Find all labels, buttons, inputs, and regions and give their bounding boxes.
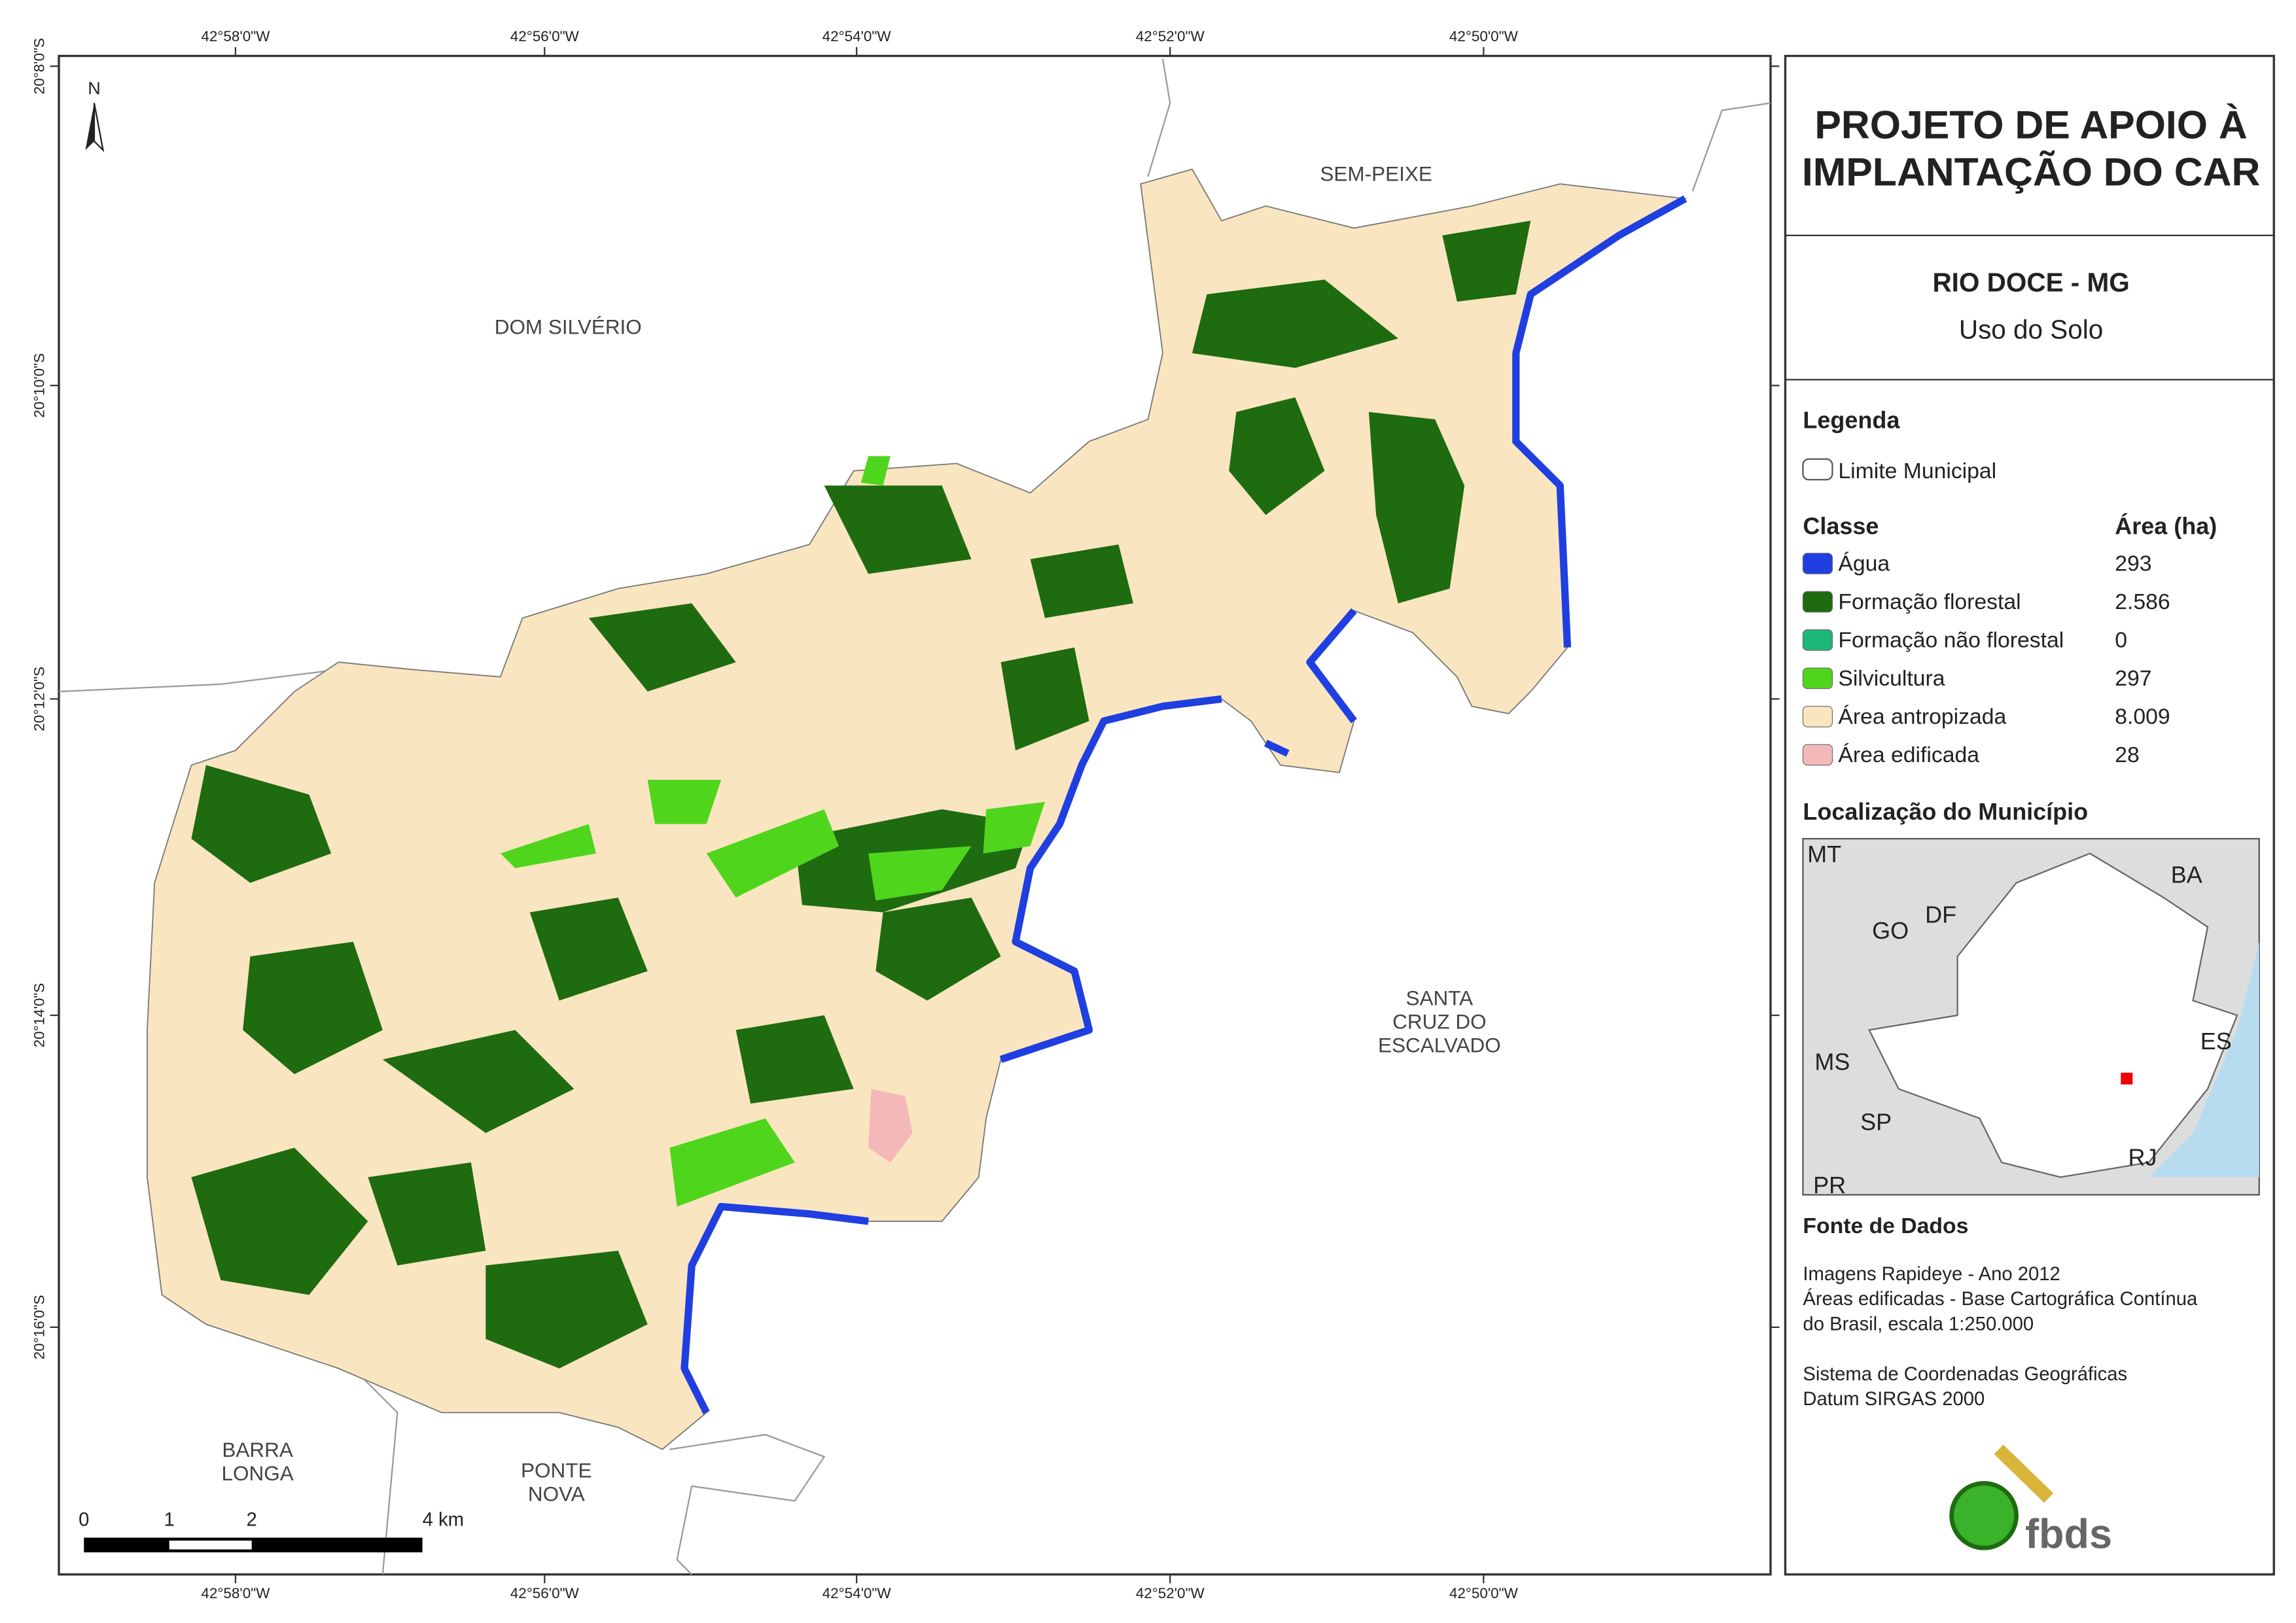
y-coord-label: 20°8'0"S bbox=[31, 38, 48, 94]
ocean bbox=[2149, 941, 2259, 1178]
x-coord-label: 42°56'0"W bbox=[510, 28, 580, 44]
x-coord-label: 42°58'0"W bbox=[201, 1585, 270, 1601]
title: PROJETO DE APOIO À bbox=[1814, 102, 2247, 147]
forest-patches bbox=[191, 220, 1531, 1369]
place-label: DOM SILVÉRIO bbox=[495, 315, 642, 339]
silviculture-patches bbox=[500, 456, 1046, 1207]
y-coord-label: 20°16'0"S bbox=[31, 1295, 48, 1359]
legend-swatch bbox=[1802, 706, 1833, 727]
legend-area: 2.586 bbox=[2115, 589, 2170, 614]
x-coord-label: 42°52'0"W bbox=[1136, 28, 1205, 44]
x-coord-label: 42°54'0"W bbox=[822, 1585, 892, 1601]
x-coord-label: 42°56'0"W bbox=[510, 1585, 580, 1601]
legend-label: Formação florestal bbox=[1838, 589, 2021, 614]
state-label: GO bbox=[1872, 917, 1909, 944]
legend-area: 0 bbox=[2115, 628, 2127, 653]
source-line: Datum SIRGAS 2000 bbox=[1803, 1389, 1985, 1410]
place-label: LONGA bbox=[222, 1461, 294, 1485]
scale-label: 2 bbox=[247, 1510, 257, 1531]
place-label: NOVA bbox=[528, 1482, 585, 1505]
place-label: ESCALVADO bbox=[1378, 1033, 1501, 1056]
place-label: SANTA bbox=[1406, 986, 1474, 1009]
state-label: BA bbox=[2171, 862, 2202, 888]
boundary-line bbox=[58, 58, 1771, 1575]
legend-heading: Legenda bbox=[1803, 407, 1900, 434]
subtitle: RIO DOCE - MG bbox=[1932, 267, 2129, 297]
area-header: Área (ha) bbox=[2115, 513, 2217, 540]
legend-area: 293 bbox=[2115, 551, 2151, 576]
source-heading: Fonte de Dados bbox=[1803, 1213, 1968, 1238]
state-label: DF bbox=[1925, 901, 1956, 928]
river bbox=[999, 608, 1357, 1063]
scale-bar bbox=[84, 1537, 423, 1553]
state-label: SP bbox=[1860, 1108, 1892, 1135]
legend-area: 28 bbox=[2115, 742, 2140, 767]
water bbox=[680, 195, 1687, 1414]
place-label: CRUZ DO bbox=[1392, 1009, 1486, 1033]
arrow-half bbox=[93, 103, 105, 152]
legend-label: Formação não florestal bbox=[1838, 628, 2064, 653]
state-label: MS bbox=[1814, 1048, 1850, 1075]
legend-swatch bbox=[1802, 744, 1833, 766]
legend-label: Limite Municipal bbox=[1838, 459, 1996, 483]
state-label: RJ bbox=[2128, 1143, 2157, 1170]
legend-label: Área edificada bbox=[1838, 742, 1979, 767]
place-label: BARRA bbox=[222, 1438, 292, 1461]
logo-bar bbox=[1994, 1444, 2054, 1503]
scale-segment bbox=[84, 1537, 423, 1553]
legend-area: 297 bbox=[2115, 666, 2151, 691]
legend-label: Água bbox=[1838, 551, 1890, 576]
x-coord-label: 42°58'0"W bbox=[201, 28, 270, 44]
legend-area: 8.009 bbox=[2115, 705, 2170, 729]
theme: Uso do Solo bbox=[1959, 314, 2103, 344]
scale-label: 1 bbox=[164, 1510, 175, 1531]
source-line: Áreas edificadas - Base Cartográfica Con… bbox=[1803, 1288, 2198, 1310]
arrow-half bbox=[85, 103, 94, 150]
legend-swatch bbox=[1802, 667, 1833, 689]
state-label: PR bbox=[1813, 1172, 1846, 1198]
map-frame: N bbox=[58, 54, 1772, 1576]
y-coord-label: 20°12'0"S bbox=[31, 667, 48, 731]
state-label: ES bbox=[2200, 1028, 2232, 1055]
river bbox=[1512, 195, 1687, 648]
legend-label: Área antropizada bbox=[1838, 705, 2006, 729]
logo-circle bbox=[1949, 1480, 2019, 1550]
panel-border bbox=[1784, 54, 2275, 1576]
x-coord-label: 42°50'0"W bbox=[1449, 28, 1519, 44]
scale-label: 4 km bbox=[423, 1510, 464, 1531]
source-line: Imagens Rapideye - Ano 2012 bbox=[1803, 1264, 2060, 1285]
location-heading: Localização do Município bbox=[1803, 798, 2088, 825]
built-area bbox=[868, 1089, 913, 1162]
river bbox=[1264, 739, 1290, 757]
scale-label: 0 bbox=[79, 1510, 89, 1531]
legend-swatch bbox=[1802, 553, 1833, 574]
y-coord-label: 20°14'0"S bbox=[31, 983, 48, 1048]
class-header: Classe bbox=[1803, 513, 1879, 540]
legend-swatch bbox=[1802, 629, 1833, 651]
scale-segment bbox=[169, 1541, 252, 1550]
neighbor-boundaries bbox=[58, 58, 1771, 1575]
municipality-location bbox=[2121, 1072, 2133, 1085]
place-label: PONTE bbox=[521, 1458, 592, 1482]
legend-swatch bbox=[1802, 591, 1833, 613]
north-arrow: N bbox=[85, 79, 105, 152]
x-coord-label: 42°52'0"W bbox=[1136, 1585, 1205, 1601]
state-mg bbox=[1867, 852, 2238, 1178]
river bbox=[680, 1202, 869, 1414]
place-label: SEM-PEIXE bbox=[1320, 162, 1432, 186]
north-label: N bbox=[88, 79, 101, 98]
source-line: do Brasil, escala 1:250.000 bbox=[1803, 1314, 2034, 1335]
x-coord-label: 42°50'0"W bbox=[1449, 1585, 1519, 1601]
source-line: Sistema de Coordenadas Geográficas bbox=[1803, 1364, 2127, 1385]
title: IMPLANTAÇÃO DO CAR bbox=[1802, 149, 2260, 194]
legend-label: Silvicultura bbox=[1838, 666, 1945, 691]
x-coord-label: 42°54'0"W bbox=[822, 28, 892, 44]
y-coord-label: 20°10'0"S bbox=[31, 353, 48, 418]
logo: fbds bbox=[1949, 1444, 2112, 1557]
logo-text: fbds bbox=[2025, 1511, 2112, 1557]
boundary-swatch bbox=[1802, 458, 1833, 481]
side-panel: PROJETO DE APOIO À IMPLANTAÇÃO DO CAR RI… bbox=[1784, 54, 2275, 1576]
state-label: MT bbox=[1807, 841, 1841, 867]
